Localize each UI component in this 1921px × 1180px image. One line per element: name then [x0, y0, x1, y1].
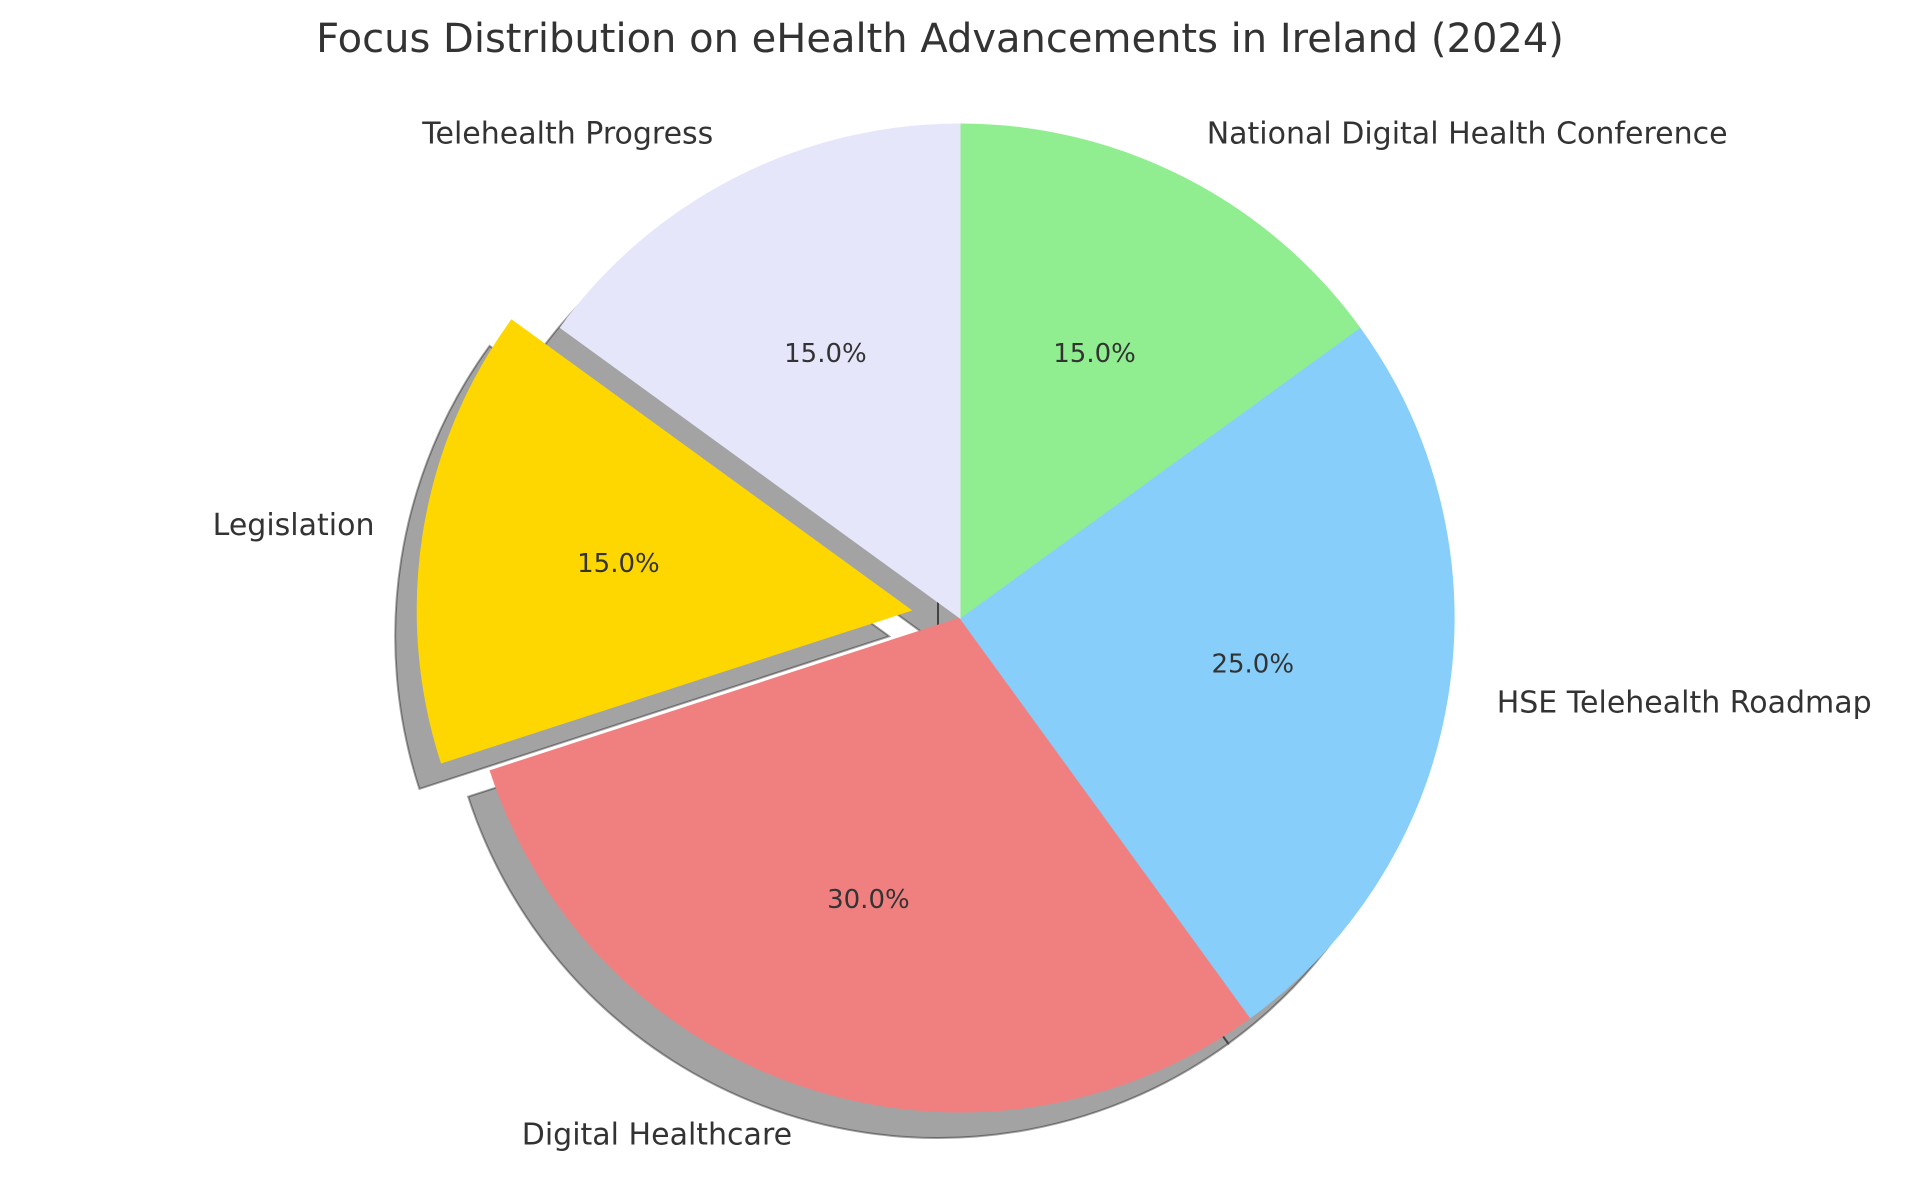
pct-label-digital-healthcare: 30.0%: [827, 885, 910, 915]
pct-label-legislation: 15.0%: [577, 549, 660, 579]
label-national-digital-health-conference: National Digital Health Conference: [1207, 116, 1728, 151]
pct-label-telehealth-progress: 15.0%: [784, 339, 867, 369]
label-telehealth-progress: Telehealth Progress: [421, 116, 713, 151]
pct-label-national-digital-health-conference: 15.0%: [1053, 339, 1136, 369]
percentage-labels: 30.0% 25.0% 15.0% 15.0% 15.0%: [577, 339, 1294, 915]
category-labels: Digital Healthcare HSE Telehealth Roadmap…: [213, 116, 1872, 1152]
label-legislation: Legislation: [213, 508, 375, 543]
label-hse-telehealth-roadmap: HSE Telehealth Roadmap: [1497, 686, 1872, 721]
slice-legislation: [416, 319, 913, 764]
slice-hse-telehealth-roadmap: [959, 326, 1455, 1019]
pct-label-hse-telehealth-roadmap: 25.0%: [1211, 649, 1294, 679]
slice-national-digital-health-conference: [959, 123, 1361, 619]
slice-digital-healthcare: [489, 617, 1252, 1113]
pie-slices: [416, 123, 1455, 1113]
chart-title: Focus Distribution on eHealth Advancemen…: [316, 16, 1564, 62]
label-digital-healthcare: Digital Healthcare: [522, 1117, 792, 1152]
slice-telehealth-progress: [559, 123, 961, 619]
